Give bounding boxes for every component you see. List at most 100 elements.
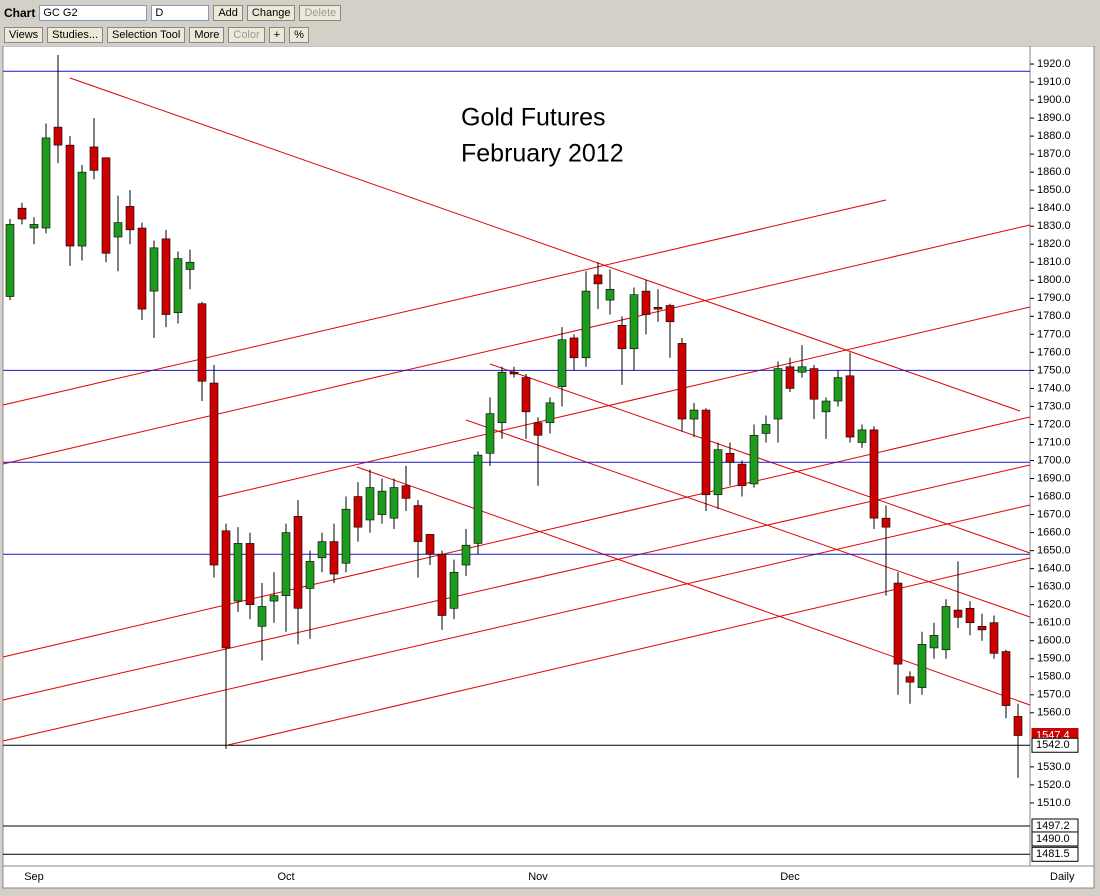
studies-button[interactable]: Studies... — [47, 27, 104, 43]
y-tick-label: 1600.0 — [1037, 635, 1071, 647]
candle-body — [329, 541, 339, 575]
candle-body — [881, 517, 891, 528]
change-button[interactable]: Change — [246, 5, 296, 21]
y-tick-label: 1670.0 — [1037, 508, 1071, 520]
tool-bar: Views Studies... Selection Tool More Col… — [0, 24, 1100, 46]
candle-body — [29, 224, 39, 229]
y-tick-label: 1750.0 — [1037, 364, 1071, 376]
trendline — [217, 306, 1031, 498]
annotation: Gold Futures — [461, 104, 606, 132]
candle-body — [197, 303, 207, 382]
candle-body — [905, 676, 915, 683]
y-tick-label: 1650.0 — [1037, 545, 1071, 557]
candle-body — [497, 371, 507, 423]
y-tick-label: 1870.0 — [1037, 148, 1071, 160]
candle-body — [449, 571, 459, 609]
y-tick-label: 1570.0 — [1037, 689, 1071, 701]
y-tick-label: 1720.0 — [1037, 418, 1071, 430]
trendline — [2, 224, 1031, 465]
candle-body — [629, 294, 639, 350]
candle-body — [977, 626, 987, 631]
candle-body — [545, 402, 555, 423]
trendline — [2, 504, 1031, 742]
level-box — [1031, 831, 1079, 847]
more-button[interactable]: More — [189, 27, 225, 43]
y-tick-label: 1530.0 — [1037, 761, 1071, 773]
trendline — [2, 416, 1031, 658]
candle-body — [593, 274, 603, 285]
x-tick-label: Sep — [24, 871, 44, 883]
candle-body — [269, 595, 279, 602]
candle-body — [113, 222, 123, 238]
trendline — [69, 77, 1021, 412]
candle-body — [401, 485, 411, 499]
x-axis-area — [2, 865, 1095, 889]
candle-body — [569, 337, 579, 359]
views-button[interactable]: Views — [4, 27, 44, 43]
candle-body — [893, 582, 903, 665]
candle-body — [341, 508, 351, 564]
y-tick-label: 1710.0 — [1037, 436, 1071, 448]
y-tick-label: 1770.0 — [1037, 328, 1071, 340]
candle-body — [665, 305, 675, 323]
y-tick-label: 1880.0 — [1037, 130, 1071, 142]
candle-body — [989, 622, 999, 654]
y-tick-label: 1740.0 — [1037, 382, 1071, 394]
candle-body — [245, 543, 255, 605]
percent-button[interactable]: % — [289, 27, 309, 43]
candle-body — [953, 609, 963, 618]
candle-body — [185, 261, 195, 270]
candle-body — [317, 541, 327, 559]
delete-button[interactable]: Delete — [299, 5, 342, 21]
candle-body — [233, 543, 243, 602]
y-tick-label: 1890.0 — [1037, 112, 1071, 124]
candle-body — [797, 366, 807, 373]
chart: Gold Futures February 2012 Daily 1510.0 1… — [2, 46, 1095, 889]
candle-body — [77, 171, 87, 247]
y-tick-label: 1850.0 — [1037, 184, 1071, 196]
candle-body — [365, 487, 375, 521]
chart-label: Chart — [4, 6, 36, 20]
candle-body — [149, 247, 159, 292]
y-tick-label: 1690.0 — [1037, 472, 1071, 484]
y-tick-label: 1590.0 — [1037, 653, 1071, 665]
candle-body — [737, 463, 747, 487]
selection-tool-button[interactable]: Selection Tool — [107, 27, 186, 43]
trendlines — [2, 77, 1031, 746]
candle-body — [5, 224, 15, 297]
candle-body — [845, 375, 855, 438]
candle-body — [833, 377, 843, 402]
symbol-input[interactable]: GC G2 — [39, 5, 148, 21]
y-tick-label: 1760.0 — [1037, 346, 1071, 358]
candle-body — [257, 606, 267, 627]
y-tick-label: 1660.0 — [1037, 526, 1071, 538]
period-input[interactable]: D — [151, 5, 210, 21]
color-button[interactable]: Color — [228, 27, 265, 43]
candle-body — [137, 227, 147, 310]
add-button[interactable]: Add — [213, 5, 243, 21]
candle-body — [293, 516, 303, 609]
candle-body — [809, 368, 819, 400]
y-tick-label: 1920.0 — [1037, 58, 1071, 70]
candle-body — [857, 429, 867, 443]
plot-area — [2, 46, 1031, 867]
x-tick-label: Dec — [780, 871, 800, 883]
candle-body — [749, 434, 759, 485]
candle-body — [161, 238, 171, 315]
trendline — [465, 419, 1031, 618]
y-tick-label: 1840.0 — [1037, 202, 1071, 214]
y-tick-label: 1790.0 — [1037, 292, 1071, 304]
candle-body — [17, 207, 27, 220]
level-label: 1497.2 — [1036, 820, 1070, 832]
candle-body — [689, 409, 699, 420]
y-tick-label: 1830.0 — [1037, 220, 1071, 232]
candle-body — [929, 635, 939, 649]
candle-body — [425, 534, 435, 555]
candle-body — [917, 644, 927, 688]
candle-body — [389, 487, 399, 519]
title-bar: Chart GC G2 D Add Change Delete — [0, 2, 1100, 24]
candle-body — [965, 607, 975, 624]
candle-body — [677, 343, 687, 420]
crosshair-button[interactable]: + — [268, 27, 286, 43]
